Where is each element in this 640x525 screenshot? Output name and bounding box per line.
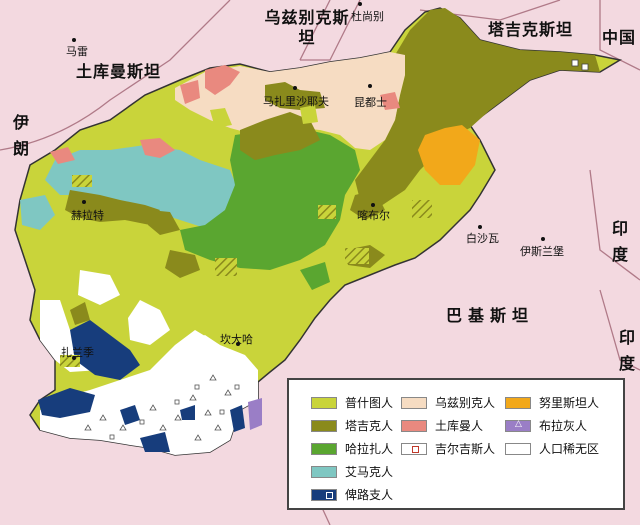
legend-swatch-aimak: [311, 465, 337, 478]
legend-item-nuristani: 努里斯坦人: [505, 394, 599, 411]
city-mazar: 马扎里沙耶夫: [263, 95, 329, 108]
city-dot-zaranj: [72, 356, 76, 360]
city-kandahar: 坎大哈: [220, 333, 253, 346]
legend-label-pashtun: 普什图人: [345, 396, 394, 410]
legend-label-sparse: 人口稀无区: [539, 442, 600, 456]
legend-swatch-sparse: [505, 442, 531, 455]
label-uzbekistan: 乌兹别克斯坦: [264, 8, 350, 47]
city-dot-mazar: [293, 86, 297, 90]
city-dot-islamabad: [541, 237, 545, 241]
city-dushanbe: 杜尚别: [351, 10, 384, 23]
legend-swatch-hazara: [311, 442, 337, 455]
legend-label-turkmen: 土库曼人: [435, 419, 484, 433]
legend-swatch-brahui: △: [505, 419, 531, 432]
legend-label-hazara: 哈拉扎人: [345, 442, 394, 456]
city-dot-peshawar: [478, 225, 482, 229]
legend-swatch-uzbek: [401, 396, 427, 409]
city-dot-dushanbe: [358, 2, 362, 6]
label-pakistan: 巴基斯坦: [446, 306, 535, 325]
city-dot-kandahar: [236, 342, 240, 346]
city-peshawar: 白沙瓦: [466, 232, 499, 245]
legend-item-kyrgyz: 吉尔吉斯人: [401, 440, 495, 457]
city-dot-kabul: [371, 203, 375, 207]
legend-swatch-baluchi: [311, 488, 337, 501]
label-tajikistan: 塔吉克斯坦: [488, 20, 574, 39]
legend-item-tajik: 塔吉克人: [311, 417, 393, 434]
label-iran: 伊朗: [12, 113, 29, 158]
legend-item-pashtun: 普什图人: [311, 394, 393, 411]
legend-item-uzbek: 乌兹别克人: [401, 394, 495, 411]
legend-swatch-tajik: [311, 419, 337, 432]
legend-label-kyrgyz: 吉尔吉斯人: [435, 442, 496, 456]
legend-item-hazara: 哈拉扎人: [311, 440, 393, 457]
city-kabul: 喀布尔: [357, 209, 390, 222]
legend-label-brahui: 布拉灰人: [539, 419, 588, 433]
city-kunduz: 昆都士: [354, 96, 387, 109]
city-dot-mary: [72, 38, 76, 42]
city-mary: 马雷: [66, 45, 88, 58]
legend-label-baluchi: 俾路支人: [345, 488, 394, 502]
label-china: 中国: [602, 28, 637, 47]
city-dot-kunduz: [368, 84, 372, 88]
label-india-lower: 印度: [618, 328, 635, 373]
legend-swatch-pashtun: [311, 396, 337, 409]
legend-item-brahui: △ 布拉灰人: [505, 417, 587, 434]
legend-item-sparse: 人口稀无区: [505, 440, 599, 457]
map-legend: 普什图人 乌兹别克人 努里斯坦人 塔吉克人 土库曼人 △ 布拉灰人 哈拉扎人 吉尔…: [287, 378, 625, 510]
label-india-upper: 印度: [611, 219, 628, 264]
legend-swatch-nuristani: [505, 396, 531, 409]
city-dot-herat: [82, 200, 86, 204]
city-islamabad: 伊斯兰堡: [520, 245, 564, 258]
city-zaranj: 扎兰季: [61, 346, 94, 359]
city-herat: 赫拉特: [71, 209, 104, 222]
legend-label-uzbek: 乌兹别克人: [435, 396, 496, 410]
legend-swatch-turkmen: [401, 419, 427, 432]
legend-swatch-kyrgyz: [401, 442, 427, 455]
legend-item-aimak: 艾马克人: [311, 463, 393, 480]
legend-label-nuristani: 努里斯坦人: [539, 396, 600, 410]
legend-item-turkmen: 土库曼人: [401, 417, 483, 434]
legend-label-tajik: 塔吉克人: [345, 419, 394, 433]
legend-item-baluchi: 俾路支人: [311, 486, 393, 503]
legend-label-aimak: 艾马克人: [345, 465, 394, 479]
label-turkmenistan: 土库曼斯坦: [76, 62, 162, 81]
